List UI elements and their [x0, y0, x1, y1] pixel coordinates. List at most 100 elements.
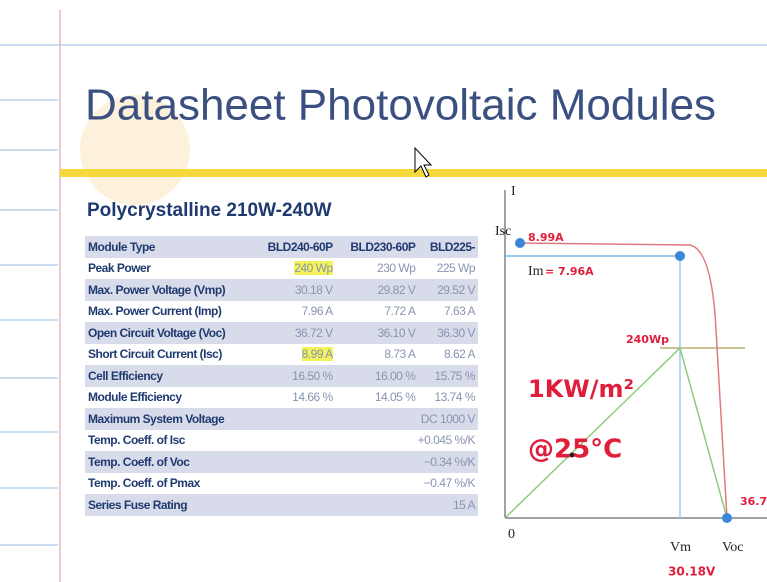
row-label: Temp. Coeff. of Pmax	[85, 473, 253, 495]
cell-text: Maximum System Voltage	[88, 412, 224, 426]
cell: 225 Wp	[418, 258, 478, 280]
cell-text: 8.73 A	[384, 347, 415, 361]
cell-text: 8.62 A	[444, 347, 475, 361]
row-label: Module Type	[85, 236, 253, 258]
table-row: Temp. Coeff. of Voc−0.34 %/K	[85, 451, 478, 473]
cell-text: 36.30 V	[437, 326, 475, 340]
cell: −0.47 %/K	[253, 473, 478, 495]
cell-text: Module Type	[88, 240, 155, 254]
cell-text: 16.50 %	[292, 369, 333, 383]
cell-text: 16.00 %	[375, 369, 416, 383]
cell: 15 A	[253, 494, 478, 516]
im-note: = 7.96A	[545, 265, 594, 278]
row-label: Max. Power Current (Imp)	[85, 301, 253, 323]
origin-label: 0	[508, 527, 515, 542]
accent-bar	[60, 169, 767, 177]
cell: DC 1000 V	[253, 408, 478, 430]
cell-text: 29.52 V	[437, 283, 475, 297]
cell-text: 225 Wp	[437, 261, 475, 275]
cell: 36.30 V	[418, 322, 478, 344]
power-note: 240Wp	[626, 333, 669, 346]
cell: BLD225-	[418, 236, 478, 258]
cell: 36.10 V	[336, 322, 419, 344]
cell-text: 7.72 A	[384, 304, 415, 318]
table-row: Series Fuse Rating 15 A	[85, 494, 478, 516]
cell-text: 14.66 %	[292, 390, 333, 404]
cell-text: 7.96 A	[302, 304, 333, 318]
cell-text: 7.63 A	[444, 304, 475, 318]
table-row: Open Circuit Voltage (Voc) 36.72 V 36.10 V…	[85, 322, 478, 344]
cell-text: BLD230-60P	[350, 240, 415, 254]
table-row: Max. Power Voltage (Vmp) 30.18 V29.82 V 29…	[85, 279, 478, 301]
cell: 29.82 V	[336, 279, 419, 301]
cell: BLD230-60P	[336, 236, 419, 258]
row-label: Short Circuit Current (Isc)	[85, 344, 253, 366]
cell: +0.045 %/K	[253, 430, 478, 452]
cell-text: BLD240-60P	[268, 240, 333, 254]
table-row: Module Efficiency 14.66 % 14.05 % 13.74 %	[85, 387, 478, 409]
cell-text: 36.10 V	[378, 326, 416, 340]
cell: 8.99 A	[253, 344, 336, 366]
subtitle: Polycrystalline 210W-240W	[87, 200, 332, 221]
cell-text: Open Circuit Voltage (Voc)	[88, 326, 225, 340]
vm-label: Vm	[670, 540, 691, 555]
iv-graph: I 0 Isc Im Vm Voc 8.99A = 7.96A 240Wp 1K…	[495, 184, 767, 578]
cell: 30.18 V	[253, 279, 336, 301]
cell-text: 230 Wp	[377, 261, 415, 275]
page: Datasheet Photovoltaic Modules Polycryst…	[0, 0, 767, 582]
cell-text: 240 Wp	[294, 261, 332, 275]
cell-text: 30.18 V	[295, 283, 333, 297]
table-row: Module Type BLD240-60P BLD230-60P BLD225-	[85, 236, 478, 258]
isc-point	[515, 238, 525, 248]
cell: 7.63 A	[418, 301, 478, 323]
row-label: Temp. Coeff. of Isc	[85, 430, 253, 452]
cell: 240 Wp	[253, 258, 336, 280]
vm-note: 30.18V	[668, 565, 716, 579]
cell-text: BLD225-	[430, 240, 475, 254]
cell-text: Short Circuit Current (Isc)	[88, 347, 222, 361]
voc-point	[722, 513, 732, 523]
row-label: Maximum System Voltage	[85, 408, 253, 430]
temperature-note: @25°C	[528, 435, 622, 465]
table-row: Max. Power Current (Imp) 7.96 A 7.72 A 7.63…	[85, 301, 478, 323]
cell: 13.74 %	[418, 387, 478, 409]
row-label: Module Efficiency	[85, 387, 253, 409]
cell-text: Module Efficiency	[88, 390, 182, 404]
table-row: Maximum System Voltage DC 1000 V	[85, 408, 478, 430]
cell-text: 14.05 %	[375, 390, 416, 404]
cell-text: Temp. Coeff. of Isc	[88, 433, 185, 447]
irradiance-note: 1KW/m²	[528, 375, 634, 403]
cell: 15.75 %	[418, 365, 478, 387]
i-axis-label: I	[511, 184, 516, 199]
cell-text: 13.74 %	[434, 390, 475, 404]
voc-note: 36.7	[740, 495, 767, 508]
cell-text: +0.045 %/K	[418, 433, 475, 447]
cell: 16.50 %	[253, 365, 336, 387]
cell: −0.34 %/K	[253, 451, 478, 473]
cell: 29.52 V	[418, 279, 478, 301]
cell: 8.73 A	[336, 344, 419, 366]
cell: 7.96 A	[253, 301, 336, 323]
cell: 36.72 V	[253, 322, 336, 344]
cell-text: 15.75 %	[434, 369, 475, 383]
table-row: Temp. Coeff. of Isc +0.045 %/K	[85, 430, 478, 452]
row-label: Cell Efficiency	[85, 365, 253, 387]
cell-text: Temp. Coeff. of Pmax	[88, 476, 200, 490]
row-label: Series Fuse Rating	[85, 494, 253, 516]
mpp-point	[675, 251, 685, 261]
cell-text: 8.99 A	[302, 347, 333, 361]
cell-text: −0.47 %/K	[424, 476, 475, 490]
cell: BLD240-60P	[253, 236, 336, 258]
table-row: Temp. Coeff. of Pmax −0.47 %/K	[85, 473, 478, 495]
isc-label: Isc	[495, 224, 511, 239]
table-row: Short Circuit Current (Isc) 8.99 A 8.73 A 8…	[85, 344, 478, 366]
row-label: Max. Power Voltage (Vmp)	[85, 279, 253, 301]
title: Datasheet Photovoltaic Modules	[85, 81, 716, 130]
cell-text: Max. Power Voltage (Vmp)	[88, 283, 225, 297]
cell-text: Series Fuse Rating	[88, 498, 187, 512]
row-label: Temp. Coeff. of Voc	[85, 451, 253, 473]
cell-text: 15 A	[453, 498, 475, 512]
isc-note: 8.99A	[528, 231, 564, 244]
